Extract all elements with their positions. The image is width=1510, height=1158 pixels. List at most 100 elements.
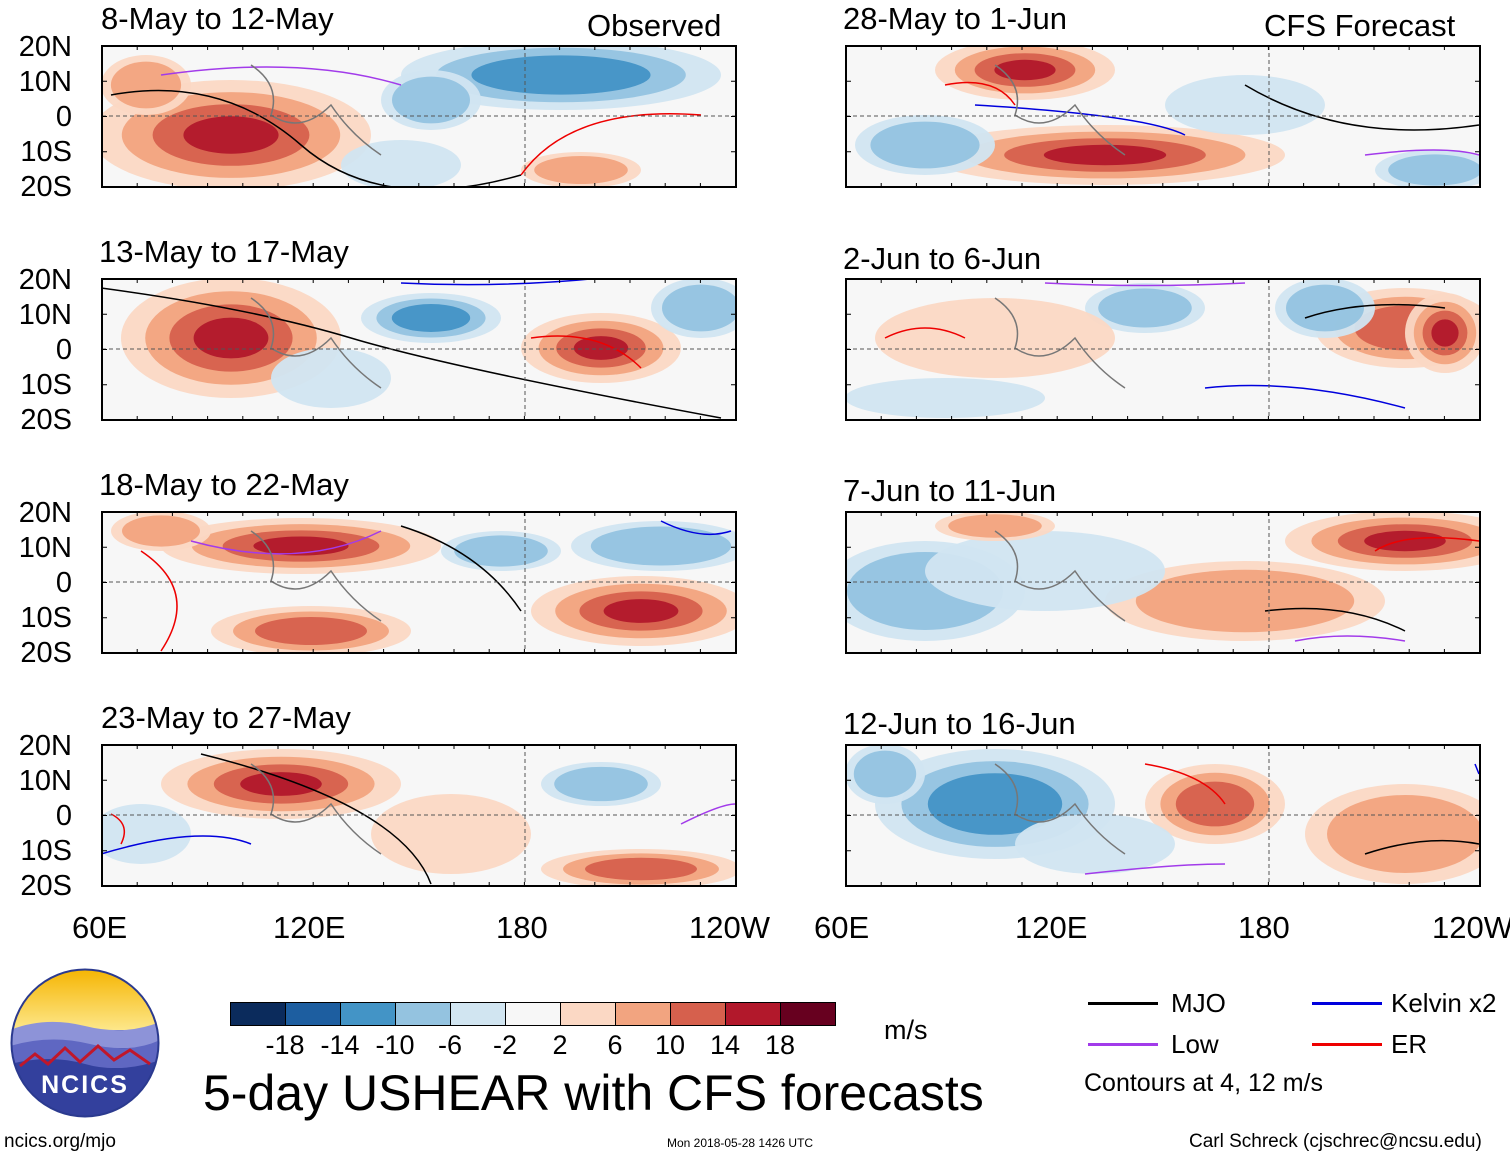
shear-negative-contour	[101, 804, 191, 864]
wave-contour-line	[660, 520, 732, 536]
lat-label-1-2: 0	[55, 101, 72, 133]
coastline	[994, 64, 1126, 156]
shear-positive-contour	[875, 298, 1115, 378]
shear-positive-contour	[371, 794, 531, 874]
shear-positive-contour	[948, 514, 1042, 538]
lat-label-4-4: 20S	[20, 870, 72, 902]
lat-label-2-3: 10S	[20, 369, 72, 401]
shear-positive-contour	[585, 857, 697, 881]
colorbar-swatch	[615, 1002, 671, 1026]
shear-positive-contour	[534, 155, 628, 185]
lat-label-4-2: 0	[55, 800, 72, 832]
colorbar-swatch	[450, 1002, 506, 1026]
shear-map-2	[101, 278, 737, 421]
shear-negative-contour	[471, 55, 651, 95]
shear-negative-contour	[391, 304, 471, 332]
lat-label-3-2: 0	[55, 567, 72, 599]
shear-negative-contour	[1286, 284, 1364, 332]
legend-low-label: Low	[1171, 1029, 1219, 1059]
lat-label-2-2: 0	[55, 334, 72, 366]
lat-label-2-4: 20S	[20, 404, 72, 436]
shear-negative-contour	[927, 773, 1063, 835]
shear-positive-contour	[240, 772, 322, 796]
panel-title-1: 8-May to 12-May	[101, 1, 334, 36]
coastline	[250, 763, 382, 855]
colorbar-swatch	[395, 1002, 451, 1026]
panel-title-4: 23-May to 27-May	[101, 700, 351, 735]
shear-positive-contour	[1364, 530, 1446, 552]
wave-contour-line	[160, 66, 402, 86]
lat-label-1-3: 10S	[20, 136, 72, 168]
wave-contour-line	[1244, 84, 1480, 131]
map-panel-5	[845, 45, 1481, 188]
wave-contour-line	[974, 104, 1186, 136]
lon-label-60e-left: 60E	[72, 910, 128, 945]
coastline	[250, 297, 382, 389]
map-panel-4	[101, 744, 737, 887]
shear-map-5	[845, 45, 1481, 188]
shear-negative-contour	[1165, 75, 1325, 135]
shear-negative-contour	[554, 766, 648, 802]
shear-negative-contour	[590, 526, 732, 566]
shear-negative-contour	[271, 348, 391, 408]
colorbar-tick-label: 10	[654, 1030, 686, 1060]
wave-contour-line	[944, 81, 1016, 106]
shear-positive-contour	[1135, 569, 1355, 633]
coastline	[994, 297, 1126, 389]
colorbar-tick-label: 2	[552, 1030, 568, 1060]
wave-contour-line	[1084, 863, 1226, 875]
legend-low-line	[1088, 1043, 1158, 1046]
shear-map-8	[845, 744, 1481, 887]
wave-contour-line	[1364, 149, 1480, 156]
legend-kelvin-line	[1312, 1002, 1382, 1005]
observed-label: Observed	[587, 8, 722, 43]
colorbar-tick-label: 18	[764, 1030, 796, 1060]
wave-contour-line	[1144, 763, 1226, 805]
shear-positive-contour	[1431, 319, 1459, 347]
wave-contour-line	[200, 753, 432, 885]
shear-negative-contour	[1098, 288, 1192, 328]
shear-positive-contour	[183, 116, 279, 154]
shear-positive-contour	[1043, 144, 1167, 166]
map-panel-8	[845, 744, 1481, 887]
footer-url[interactable]: ncics.org/mjo	[4, 1131, 116, 1152]
lon-label-60e-right: 60E	[814, 910, 870, 945]
wave-contour-line	[400, 278, 602, 286]
wave-contour-line	[190, 530, 382, 555]
shear-negative-contour	[341, 140, 461, 188]
wave-contour-line	[140, 550, 178, 652]
footer-author: Carl Schreck (cjschrec@ncsu.edu)	[1189, 1131, 1482, 1152]
colorbar-tick-label: -18	[265, 1030, 305, 1060]
shear-positive-contour	[255, 617, 367, 645]
shear-negative-contour	[662, 284, 737, 332]
colorbar-units: m/s	[884, 1015, 928, 1045]
shear-negative-contour	[454, 535, 548, 567]
colorbar-swatch	[505, 1002, 561, 1026]
coastline	[994, 763, 1126, 855]
lat-label-1-1: 10N	[18, 66, 72, 98]
main-title: 5-day USHEAR with CFS forecasts	[203, 1065, 984, 1121]
lon-label-180-right: 180	[1238, 910, 1290, 945]
lat-label-3-1: 10N	[18, 532, 72, 564]
colorbar-tick-label: -6	[437, 1030, 463, 1060]
map-panel-6	[845, 278, 1481, 421]
wave-contour-line	[1264, 607, 1406, 632]
lat-label-4-0: 20N	[18, 730, 72, 762]
colorbar-swatch	[230, 1002, 286, 1026]
ncics-logo: NCICS	[10, 968, 160, 1118]
colorbar-tick-label: -10	[375, 1030, 415, 1060]
colorbar-tick-label: -2	[492, 1030, 518, 1060]
colorbar-tick-label: -14	[320, 1030, 360, 1060]
coastline	[250, 64, 382, 156]
footer-timestamp: Mon 2018-05-28 1426 UTC	[667, 1136, 814, 1150]
coastline	[994, 530, 1126, 622]
wave-contour-line	[680, 803, 736, 825]
shear-negative-contour	[925, 531, 1165, 611]
panel-title-5: 28-May to 1-Jun	[843, 1, 1067, 36]
wave-contour-line	[1304, 303, 1446, 319]
wave-contour-line	[1044, 282, 1246, 287]
lat-label-2-1: 10N	[18, 299, 72, 331]
legend-er-label: ER	[1391, 1029, 1428, 1059]
wave-contour-line	[110, 813, 126, 845]
wave-contour-line	[101, 835, 252, 855]
